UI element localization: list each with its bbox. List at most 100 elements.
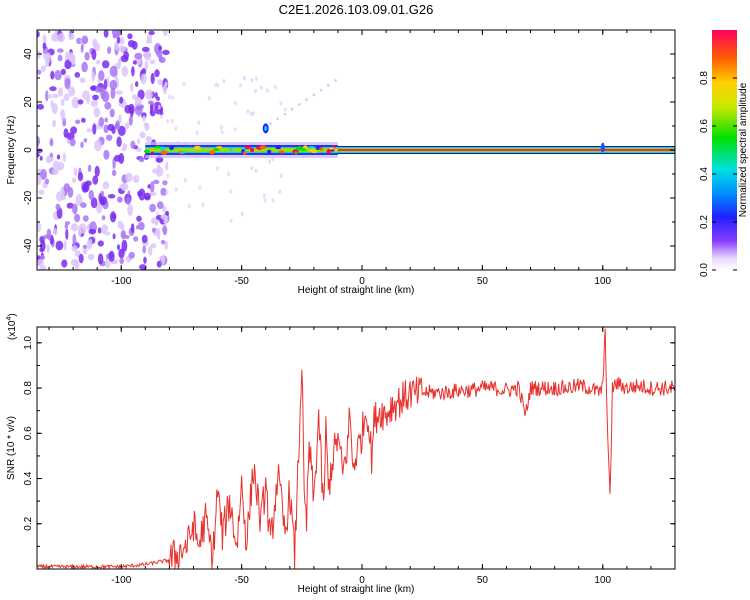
- noise-blob: [100, 196, 108, 206]
- noise-blob: [114, 41, 119, 51]
- y-tick-label: 1.0: [23, 335, 34, 349]
- x-tick-label: 100: [594, 575, 611, 586]
- noise-blob: [158, 45, 163, 51]
- signal-knot: [160, 150, 168, 155]
- y-tick-label: -40: [23, 238, 34, 253]
- colorbar-ticks: 0.0 0.2 0.4 0.6 0.8: [699, 71, 737, 277]
- signal-knot: [308, 146, 315, 149]
- noise-blob: [110, 87, 116, 99]
- noise-blob: [75, 194, 83, 206]
- noise-blob: [148, 245, 153, 256]
- noise-blob: [128, 116, 133, 126]
- noise-blob: [103, 78, 108, 91]
- noise-blob: [57, 54, 63, 62]
- noise-blob: [156, 201, 164, 210]
- noise-blob: [254, 88, 257, 94]
- noise-blob: [71, 245, 78, 252]
- noise-blob: [268, 159, 272, 164]
- spectrogram-heatmap: [37, 30, 675, 270]
- noise-blob: [166, 119, 170, 124]
- snr-scale-prefix: (x10: [7, 320, 18, 340]
- noise-blob: [137, 190, 143, 197]
- noise-blob: [109, 79, 118, 91]
- noise-blob: [144, 60, 149, 71]
- noise-blob: [50, 70, 55, 80]
- noise-blob: [104, 117, 108, 123]
- noise-blob: [55, 240, 64, 251]
- noise-blob: [101, 215, 106, 221]
- noise-blob: [45, 90, 49, 102]
- noise-blob: [150, 72, 155, 85]
- noise-blob: [112, 259, 119, 265]
- x-tick-label: 50: [477, 575, 489, 586]
- noise-blob: [78, 227, 82, 237]
- noise-blob: [103, 149, 110, 160]
- noise-blob: [82, 244, 87, 249]
- noise-blob: [165, 210, 170, 216]
- noise-blob: [125, 196, 131, 205]
- noise-blob: [93, 107, 101, 118]
- noise-blob: [103, 30, 109, 38]
- noise-blob: [104, 231, 111, 236]
- colorbar-label: Normalized spectral amplitude: [738, 82, 749, 217]
- noise-blob: [55, 203, 61, 211]
- noise-blob: [51, 33, 59, 42]
- noise-blob: [151, 227, 156, 233]
- noise-blob: [68, 32, 75, 41]
- noise-blob: [164, 81, 168, 87]
- noise-blob: [259, 85, 263, 91]
- noise-blob: [98, 70, 105, 82]
- noise-blob: [115, 120, 120, 131]
- noise-blob: [100, 87, 106, 100]
- noise-blob: [279, 101, 283, 106]
- noise-blob: [163, 219, 167, 224]
- signal-knot: [194, 145, 201, 150]
- artifact-dot: [327, 83, 330, 87]
- noise-blob: [216, 166, 220, 171]
- noise-blob: [80, 202, 87, 209]
- noise-blob: [107, 194, 116, 199]
- noise-blob: [271, 198, 275, 203]
- noise-blob: [216, 83, 220, 88]
- noise-blob: [233, 127, 237, 132]
- y-tick-label: 40: [23, 48, 34, 60]
- noise-blob: [150, 101, 153, 114]
- noise-blob: [86, 128, 92, 133]
- noise-blob: [124, 104, 132, 114]
- noise-blob: [80, 43, 84, 53]
- noise-blob: [47, 94, 52, 99]
- noise-blob: [92, 175, 99, 185]
- noise-blob: [106, 134, 113, 141]
- noise-blob: [170, 118, 174, 124]
- signal-knot: [215, 146, 223, 149]
- noise-blob: [198, 185, 202, 190]
- noise-blob: [72, 177, 76, 183]
- noise-blob: [145, 39, 153, 44]
- noise-blob: [254, 168, 258, 173]
- noise-blob: [54, 70, 62, 81]
- noise-blob: [68, 52, 74, 63]
- snr-ticks: -100 -50 0 50 100 0.2 0.4 0.6 0.8 1.0: [23, 327, 676, 586]
- noise-blob: [133, 236, 139, 242]
- signal-knot: [275, 145, 282, 150]
- noise-blob: [40, 169, 47, 180]
- artifact-dot: [334, 79, 337, 82]
- noise-blob: [201, 202, 205, 208]
- noise-blob: [239, 83, 242, 88]
- noise-blob: [101, 224, 109, 232]
- snr-x-label: Height of straight line (km): [298, 584, 415, 595]
- noise-blob: [149, 192, 157, 196]
- noise-blob: [49, 86, 57, 92]
- noise-blob: [156, 96, 160, 101]
- noise-blob: [82, 90, 90, 100]
- artifact-dot: [305, 98, 308, 101]
- signal-knot: [229, 147, 234, 151]
- noise-blob: [85, 180, 92, 186]
- noise-blob: [119, 184, 126, 189]
- colorbar-tick-label: 0.0: [699, 263, 710, 277]
- noise-blob: [274, 85, 277, 90]
- snr-y-label: SNR (10 * v/v): [6, 416, 17, 480]
- noise-blob: [118, 153, 125, 164]
- noise-blob: [97, 240, 104, 247]
